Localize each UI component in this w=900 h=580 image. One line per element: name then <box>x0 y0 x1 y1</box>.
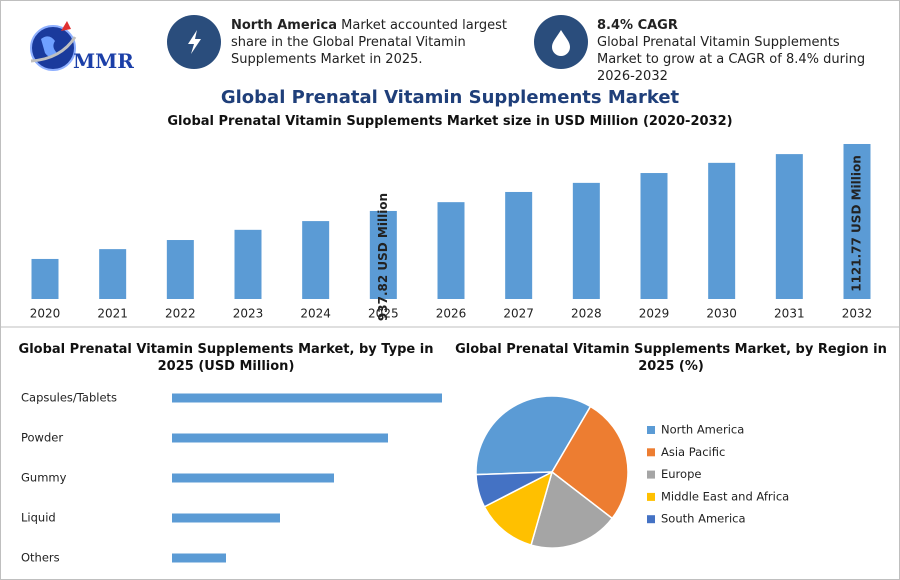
x-tick-label: 2024 <box>300 307 331 321</box>
bar <box>99 249 127 299</box>
chart-title: Global Prenatal Vitamin Supplements Mark… <box>455 342 887 374</box>
info-highlight: 8.4% CAGR <box>597 18 678 33</box>
bar <box>708 162 736 299</box>
x-tick-label: 2031 <box>774 307 805 321</box>
bar <box>572 182 600 299</box>
bar <box>302 221 330 299</box>
y-tick-label: Powder <box>21 431 63 445</box>
pie-slice <box>530 470 614 549</box>
x-tick-label: 2032 <box>842 307 873 321</box>
bar <box>505 191 533 299</box>
legend-label: Europe <box>661 467 701 481</box>
x-tick-label: 2025 <box>368 307 399 321</box>
bar <box>172 553 226 563</box>
legend-swatch <box>647 426 655 434</box>
bar <box>437 202 465 299</box>
y-tick-label: Liquid <box>21 511 56 525</box>
y-tick-label: Gummy <box>21 471 67 485</box>
info-box: North America Market accounted largest s… <box>231 17 511 68</box>
x-tick-label: 2029 <box>639 307 670 321</box>
legend-swatch <box>647 515 655 524</box>
legend-label: Asia Pacific <box>661 445 725 459</box>
legend-swatch <box>647 470 655 479</box>
y-tick-label: Others <box>21 551 60 565</box>
value-label: 1121.77 USD Million <box>850 155 864 292</box>
bar <box>172 513 280 523</box>
legend-label: North America <box>661 423 744 437</box>
x-tick-label: 2021 <box>97 307 128 321</box>
x-tick-label: 2028 <box>571 307 602 321</box>
main-title: Global Prenatal Vitamin Supplements Mark… <box>220 87 680 108</box>
drop-icon <box>552 30 570 56</box>
x-tick-label: 2027 <box>503 307 534 321</box>
legend-swatch <box>647 492 655 501</box>
bar <box>172 433 388 443</box>
legend-swatch <box>647 448 655 457</box>
logo-text: MMR <box>73 49 134 73</box>
info-box: 8.4% CAGR Global Prenatal Vitamin Supple… <box>597 17 887 85</box>
bar <box>369 210 397 299</box>
pie-slice <box>483 470 554 546</box>
info-text: Market accounted largest share in the Gl… <box>231 18 507 67</box>
pie-slice <box>475 471 553 508</box>
bar <box>640 173 668 299</box>
chart-title: Global Prenatal Vitamin Supplements Mark… <box>167 114 733 129</box>
bar <box>172 473 334 483</box>
x-tick-label: 2020 <box>30 307 61 321</box>
chart-title: Global Prenatal Vitamin Supplements Mark… <box>18 342 434 374</box>
legend-label: South America <box>661 512 746 526</box>
legend-label: Middle East and Africa <box>661 489 789 503</box>
y-tick-label: Capsules/Tablets <box>21 391 117 405</box>
x-tick-label: 2023 <box>233 307 264 321</box>
bar <box>843 143 871 299</box>
logo-globe <box>30 21 77 71</box>
bar <box>775 154 803 299</box>
x-tick-label: 2022 <box>165 307 196 321</box>
info-text: Global Prenatal Vitamin Supplements Mark… <box>597 35 866 84</box>
info-highlight: North America <box>231 18 337 33</box>
bar <box>31 258 59 299</box>
bar <box>234 229 262 299</box>
x-tick-label: 2026 <box>436 307 467 321</box>
bolt-icon <box>188 30 201 54</box>
bar <box>166 240 194 299</box>
value-label: 937.82 USD Million <box>376 193 390 321</box>
pie-slice <box>551 405 629 520</box>
x-tick-label: 2030 <box>706 307 737 321</box>
bar <box>172 393 442 403</box>
